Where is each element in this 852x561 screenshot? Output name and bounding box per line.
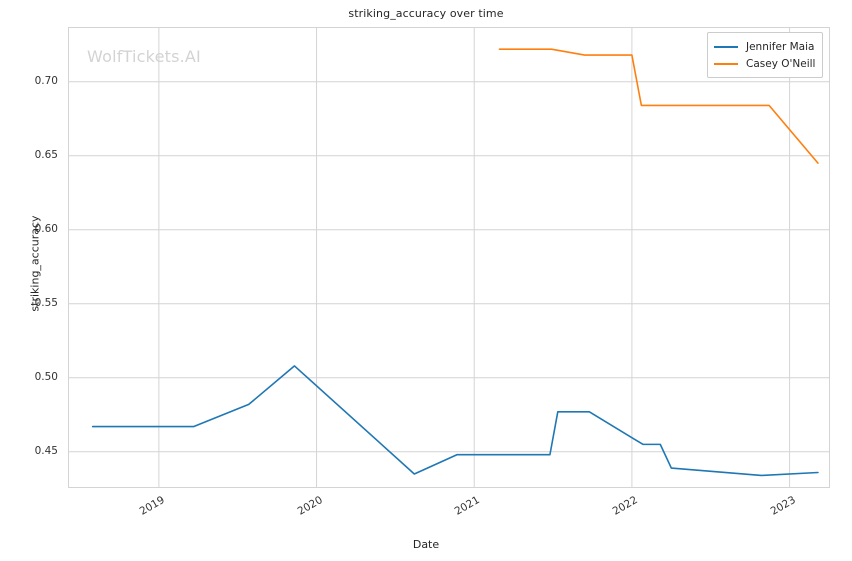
- x-tick-label: 2021: [452, 494, 482, 518]
- x-tick-label: 2022: [610, 494, 640, 518]
- series-lines: [91, 48, 819, 477]
- x-axis-label: Date: [412, 538, 440, 551]
- chart-title: striking_accuracy over time: [348, 7, 504, 20]
- legend-swatch-icon: [714, 45, 738, 48]
- series-line: [91, 365, 819, 477]
- x-tick-label: 2023: [768, 494, 798, 518]
- plot-canvas: [69, 28, 829, 487]
- y-tick-label: 0.50: [34, 370, 58, 383]
- legend-swatch-icon: [714, 62, 738, 65]
- legend-item[interactable]: Jennifer Maia: [714, 38, 815, 55]
- chart-legend: Jennifer Maia Casey O'Neill: [707, 32, 824, 78]
- series-line: [498, 48, 819, 164]
- legend-label: Jennifer Maia: [746, 40, 815, 53]
- plot-area: WolfTickets.AI: [68, 27, 830, 488]
- legend-item[interactable]: Casey O'Neill: [714, 55, 815, 72]
- x-gridlines: [158, 28, 791, 487]
- x-tick-label: 2020: [295, 494, 325, 518]
- y-tick-label: 0.65: [34, 148, 58, 161]
- legend-label: Casey O'Neill: [746, 57, 816, 70]
- y-gridlines: [69, 81, 829, 453]
- x-tick-label: 2019: [137, 494, 167, 518]
- y-tick-label: 0.70: [34, 74, 58, 87]
- y-axis-label: striking_accuracy: [28, 215, 42, 312]
- y-tick-label: 0.45: [34, 444, 58, 457]
